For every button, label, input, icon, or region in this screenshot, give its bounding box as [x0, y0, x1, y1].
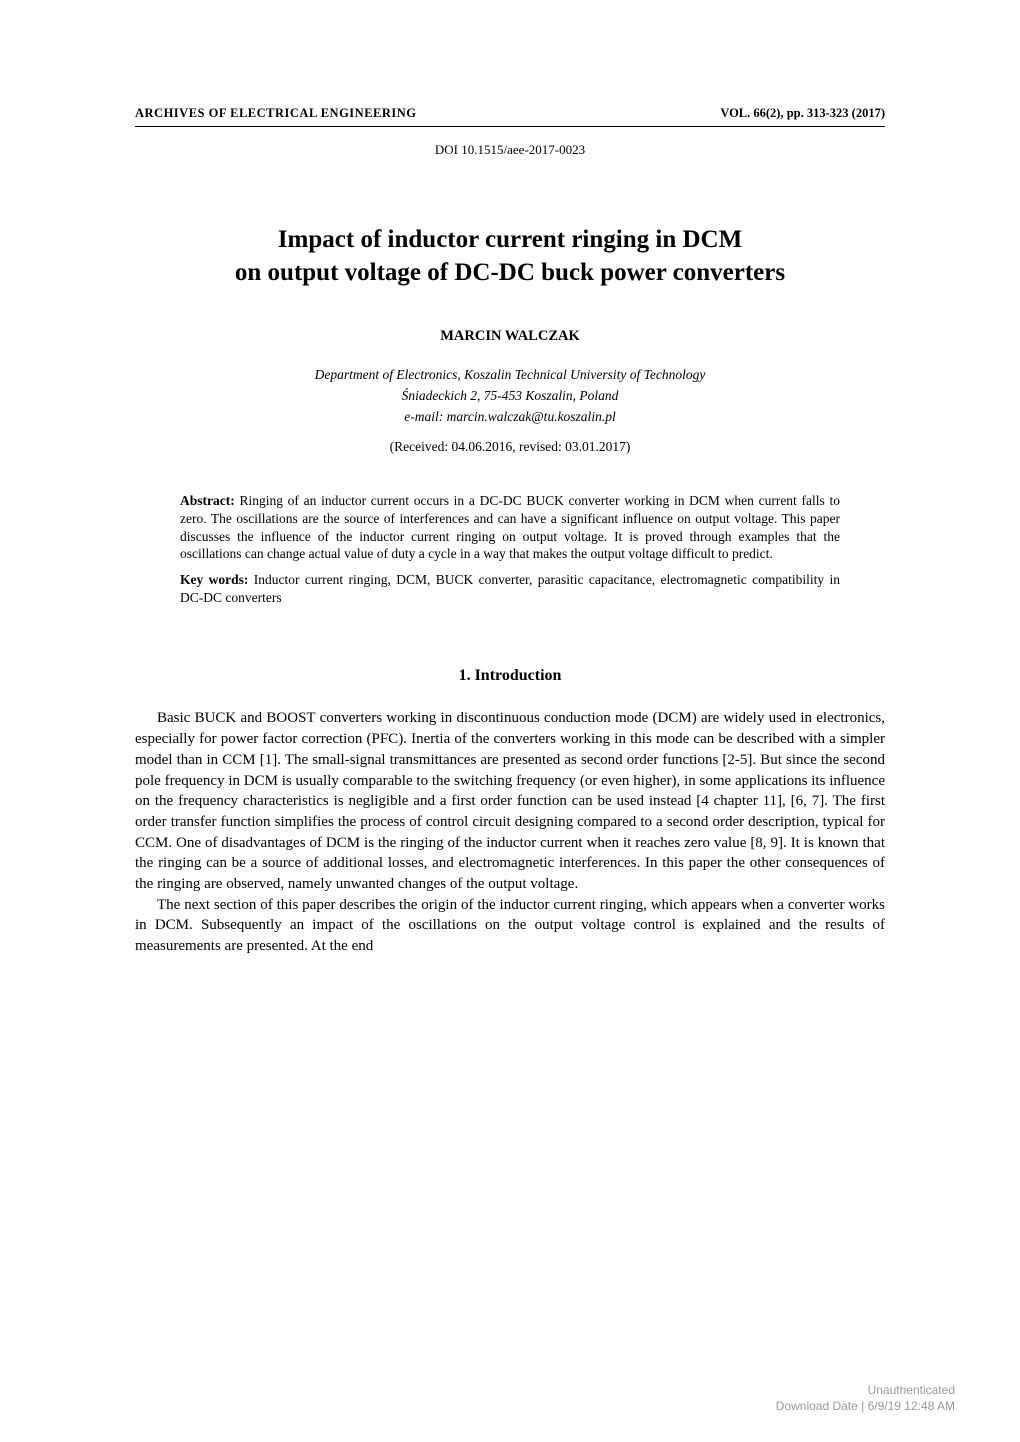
paper-title: Impact of inductor current ringing in DC…	[135, 223, 885, 289]
affiliation-line-2: Śniadeckich 2, 75-453 Koszalin, Poland	[402, 388, 619, 403]
header-rule	[135, 126, 885, 127]
author-text: MARCIN WALCZAK	[440, 328, 580, 344]
body-paragraph-1: Basic BUCK and BOOST converters working …	[135, 708, 885, 894]
section-heading-introduction: 1. Introduction	[135, 665, 885, 687]
journal-name: ARCHIVES OF ELECTRICAL ENGINEERING	[135, 105, 417, 122]
footer-download-date: Download Date | 6/9/19 12:48 AM	[776, 1398, 955, 1414]
abstract-block: Abstract: Ringing of an inductor current…	[180, 492, 840, 607]
abstract-label: Abstract:	[180, 493, 235, 508]
page-footer: Unauthenticated Download Date | 6/9/19 1…	[776, 1382, 955, 1414]
title-line-2: on output voltage of DC-DC buck power co…	[235, 259, 785, 286]
volume-info: VOL. 66(2), pp. 313-323 (2017)	[720, 105, 885, 122]
page-header: ARCHIVES OF ELECTRICAL ENGINEERING VOL. …	[135, 105, 885, 122]
received-dates: (Received: 04.06.2016, revised: 03.01.20…	[135, 438, 885, 456]
affiliation-block: Department of Electronics, Koszalin Tech…	[135, 365, 885, 428]
footer-unauthenticated: Unauthenticated	[776, 1382, 955, 1398]
author-name: MARCIN WALCZAK	[135, 327, 885, 347]
affiliation-email: e-mail: marcin.walczak@tu.koszalin.pl	[404, 409, 615, 424]
affiliation-line-1: Department of Electronics, Koszalin Tech…	[315, 367, 706, 382]
keywords-text: Inductor current ringing, DCM, BUCK conv…	[180, 572, 840, 605]
body-paragraph-2: The next section of this paper describes…	[135, 895, 885, 957]
abstract-text: Ringing of an inductor current occurs in…	[180, 493, 840, 561]
doi-line: DOI 10.1515/aee-2017-0023	[135, 141, 885, 159]
title-line-1: Impact of inductor current ringing in DC…	[278, 226, 742, 253]
abstract-paragraph: Abstract: Ringing of an inductor current…	[180, 492, 840, 563]
keywords-label: Key words:	[180, 572, 248, 587]
keywords-paragraph: Key words: Inductor current ringing, DCM…	[180, 571, 840, 607]
